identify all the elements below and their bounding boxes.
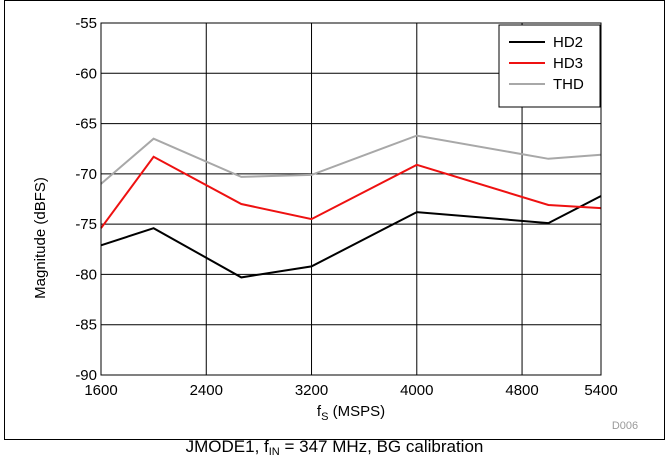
- caption-main: JMODE1, f: [185, 437, 269, 456]
- caption-subscript: IN: [268, 446, 280, 458]
- x-axis-label-rest: (MSPS): [328, 403, 385, 420]
- x-tick-labels: 1600 2400 3200 4000 4800 5400: [84, 382, 617, 399]
- series-line-hd3: [100, 155, 602, 229]
- y-tick-label: -85: [75, 317, 97, 334]
- x-tick-label: 4800: [505, 382, 538, 399]
- y-tick-label: -65: [75, 116, 97, 133]
- x-tick-label: 1600: [84, 382, 117, 399]
- figure-id-watermark: D006: [612, 420, 638, 432]
- legend-items: HD2 HD3 THD: [509, 34, 584, 93]
- x-axis-label-main: f: [317, 403, 322, 420]
- series-line-hd2: [100, 195, 602, 279]
- x-tick-label: 3200: [295, 382, 328, 399]
- y-tick-labels: -55 -60 -65 -70 -75 -80 -85 -90: [75, 15, 97, 384]
- x-axis-label-sub: S: [321, 411, 328, 423]
- x-tick-label: 2400: [190, 382, 223, 399]
- y-tick-label: -70: [75, 166, 97, 183]
- x-axis-label: fS (MSPS): [317, 403, 385, 423]
- figure-caption: JMODE1, fIN = 347 MHz, BG calibration: [0, 437, 669, 458]
- chart-frame: -55 -60 -65 -70 -75 -80 -85 -90 1600 2400 3200 400…: [4, 0, 665, 440]
- x-tick-label: 4000: [400, 382, 433, 399]
- y-tick-label: -80: [75, 266, 97, 283]
- legend-label-thd: THD: [553, 76, 584, 93]
- y-tick-label: -60: [75, 65, 97, 82]
- y-tick-label: -55: [75, 15, 97, 32]
- y-tick-label: -75: [75, 216, 97, 233]
- x-tick-label: 5400: [584, 382, 617, 399]
- y-tick-label: -90: [75, 367, 97, 384]
- legend: HD2 HD3 THD: [498, 24, 601, 108]
- legend-box: [498, 24, 601, 108]
- legend-label-hd2: HD2: [553, 34, 583, 51]
- plot-area-border: [100, 22, 602, 376]
- series-line-thd: [100, 134, 602, 185]
- y-axis-label: Magnitude (dBFS): [32, 177, 49, 299]
- legend-label-hd3: HD3: [553, 55, 583, 72]
- line-chart: -55 -60 -65 -70 -75 -80 -85 -90 1600 2400 3200 400…: [32, 15, 638, 432]
- caption-rest: = 347 MHz, BG calibration: [279, 437, 484, 456]
- series-layer: [100, 134, 602, 279]
